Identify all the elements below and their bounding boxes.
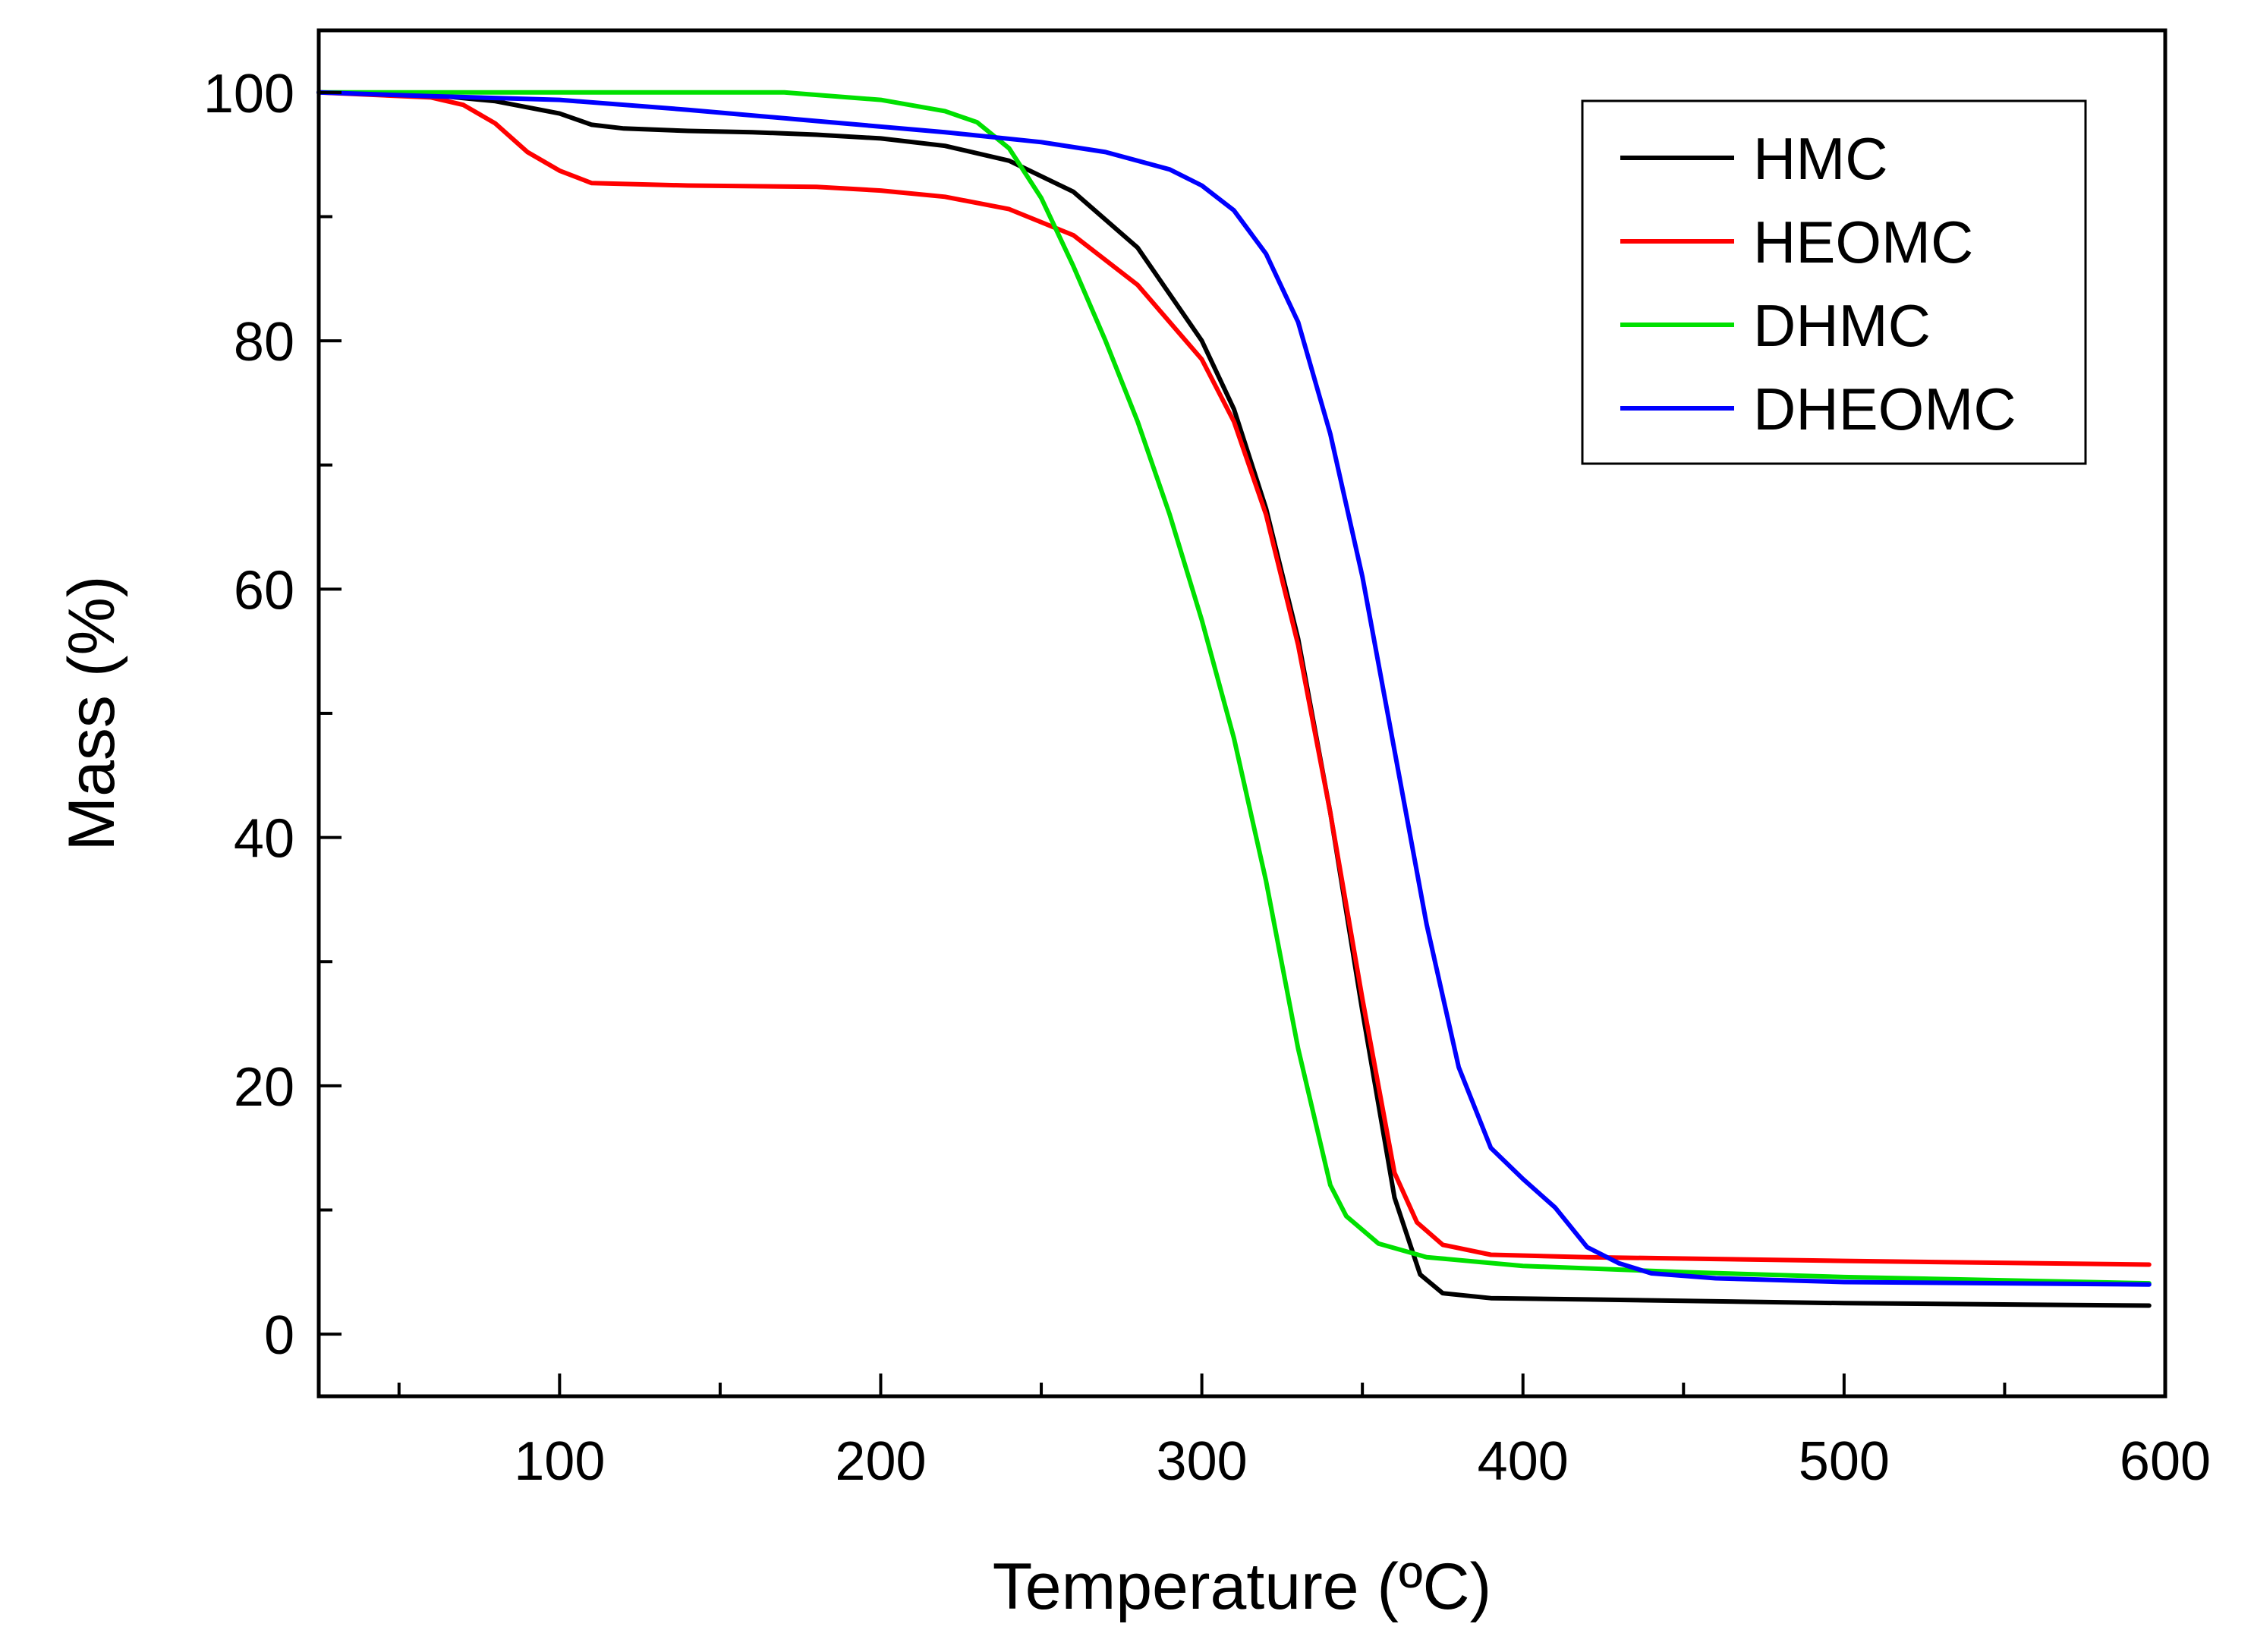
legend-label-dheomc: DHEOMC [1753,376,2016,442]
legend-label-heomc: HEOMC [1753,209,1973,275]
legend: HMC HEOMC DHMC DHEOMC [1581,99,2087,465]
legend-box [1581,99,2087,465]
x-tick-label: 500 [1799,1431,1890,1492]
series-line-heomc [316,90,2152,1267]
axis-ticks: 100 200 300 400 500 600 0 20 40 60 80 100 [203,64,2211,1492]
y-tick-label: 100 [203,64,294,124]
y-tick-label: 80 [234,312,294,373]
x-tick-label: 400 [1478,1431,1569,1492]
y-axis-title: Mass (%) [55,575,128,851]
y-tick-label: 0 [264,1305,294,1366]
legend-label-dhmc: DHMC [1753,292,1931,359]
x-tick-label: 100 [514,1431,605,1492]
y-tick-label: 40 [234,809,294,870]
series-line-dheomc [316,90,2152,1287]
y-tick-label: 60 [234,560,294,621]
x-tick-label: 200 [835,1431,926,1492]
x-axis-title: Temperature (ºC) [993,1550,1491,1623]
legend-label-hmc: HMC [1753,125,1888,192]
x-tick-label: 600 [2120,1431,2211,1492]
plot-series [316,90,2152,1308]
x-tick-label: 300 [1157,1431,1248,1492]
series-line-hmc [316,90,2152,1308]
series-line-dhmc [316,90,2152,1286]
y-tick-label: 20 [234,1057,294,1118]
